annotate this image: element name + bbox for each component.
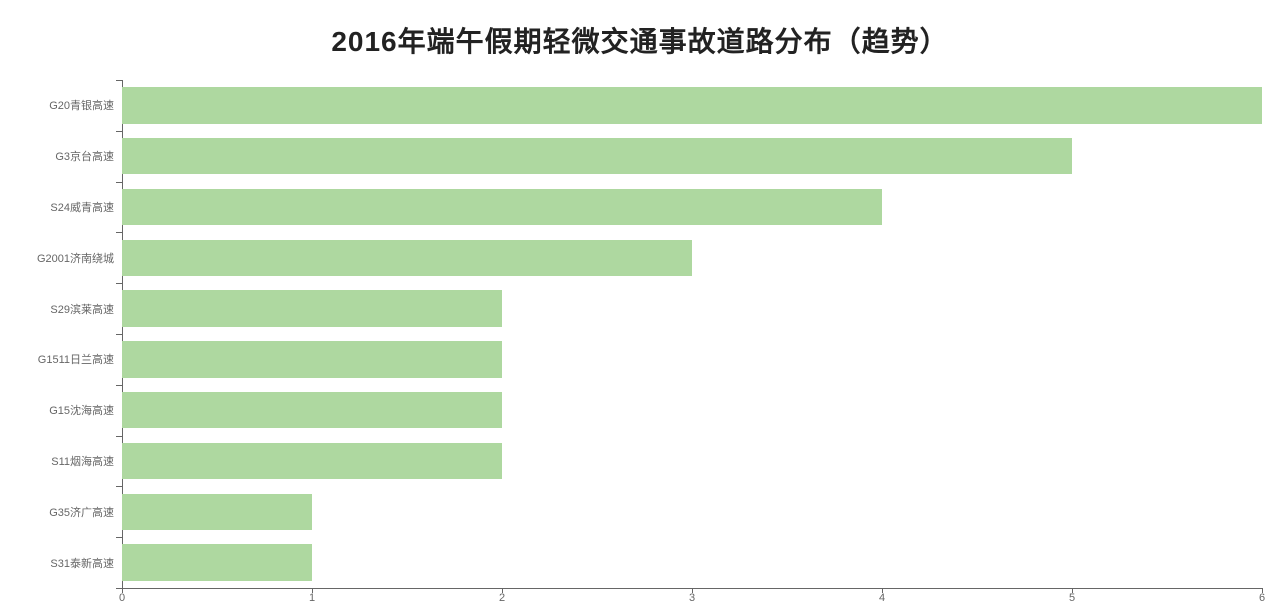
y-tick [116,385,122,386]
y-tick [116,232,122,233]
y-axis-label: G3京台高速 [55,148,122,164]
bar [122,494,312,531]
y-tick [116,80,122,81]
y-tick [116,588,122,589]
bar [122,392,502,429]
y-axis-label: G35济广高速 [49,504,122,520]
plot-area: 0123456G20青银高速G3京台高速S24威青高速G2001济南绕城S29滨… [122,80,1262,588]
y-tick [116,131,122,132]
y-axis-label: G20青银高速 [49,97,122,113]
y-axis-label: G1511日兰高速 [38,351,122,367]
y-tick [116,283,122,284]
bar [122,189,882,226]
y-tick [116,182,122,183]
y-tick [116,486,122,487]
x-tick-label: 6 [1259,592,1265,604]
y-tick [116,537,122,538]
y-axis-label: G2001济南绕城 [37,250,122,266]
x-tick-label: 3 [689,592,695,604]
y-axis-label: S31泰新高速 [50,555,122,571]
x-tick-label: 4 [879,592,885,604]
y-tick [116,436,122,437]
x-tick-label: 1 [309,592,315,604]
bar [122,443,502,480]
y-axis-label: G15沈海高速 [49,402,122,418]
y-axis-label: S24威青高速 [50,199,122,215]
bar [122,87,1262,124]
bar [122,341,502,378]
y-axis-label: S11烟海高速 [51,453,122,469]
y-tick [116,334,122,335]
bar [122,290,502,327]
bar [122,138,1072,175]
x-tick-label: 2 [499,592,505,604]
y-axis-label: S29滨莱高速 [50,301,122,317]
bar [122,240,692,277]
chart-title: 2016年端午假期轻微交通事故道路分布（趋势） [0,20,1280,60]
chart-container: 2016年端午假期轻微交通事故道路分布（趋势） 0123456G20青银高速G3… [0,0,1280,611]
bar [122,544,312,581]
x-tick-label: 0 [119,592,125,604]
x-tick-label: 5 [1069,592,1075,604]
